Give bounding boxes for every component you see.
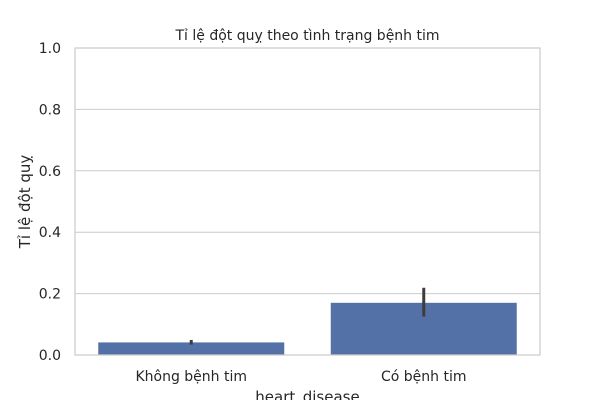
x-tick-label: Không bệnh tim [135,369,247,385]
plot-frame [74,47,541,356]
y-tick-label: 0.4 [39,225,61,241]
bars-layer [98,302,517,355]
y-tick-label: 0.8 [39,102,61,118]
y-tick-label: 0.6 [39,164,61,180]
chart-title: Tỉ lệ đột quỵ theo tình trạng bệnh tim [174,28,439,44]
y-axis-label: Tỉ lệ đột quỵ [16,155,34,250]
x-tick-label: Có bệnh tim [381,369,467,385]
x-tick-labels: Không bệnh tim Có bệnh tim [135,369,466,385]
x-axis-label: heart_disease [255,388,359,400]
y-tick-label: 0.0 [39,348,61,364]
y-tick-label: 0.2 [39,287,61,303]
y-tick-label: 1.0 [39,41,61,57]
y-tick-labels: 0.0 0.2 0.4 0.6 0.8 1.0 [39,41,61,364]
bar [98,342,285,355]
errorbar-layer [189,287,426,345]
